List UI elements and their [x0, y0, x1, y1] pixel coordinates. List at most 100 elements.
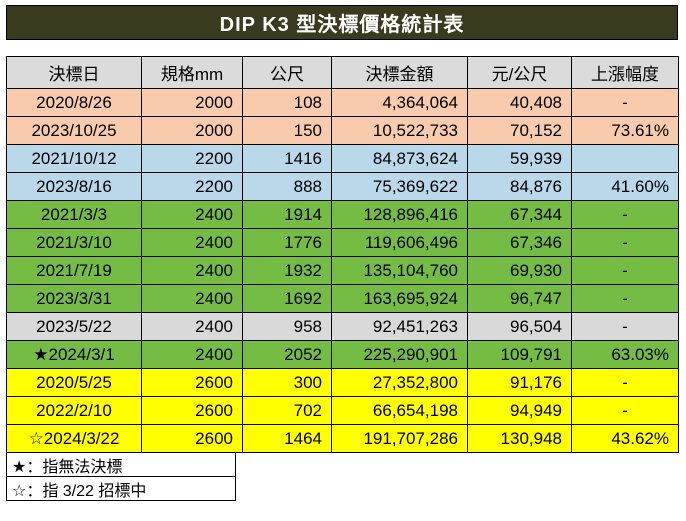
table-header: 決標日 規格mm 公尺 決標金額 元/公尺 上漲幅度 [6, 56, 679, 89]
footnotes: ★：指無法決標 ☆：指 3/22 招標中 [6, 453, 236, 501]
cell-amount: 4,364,064 [331, 88, 468, 117]
footnote-no-award: ★：指無法決標 [6, 453, 236, 477]
cell-unit_price: 70,152 [467, 116, 572, 145]
header-row: 決標日 規格mm 公尺 決標金額 元/公尺 上漲幅度 [6, 56, 679, 89]
col-header-price-per-m: 元/公尺 [467, 56, 572, 89]
table-row: 2021/3/10 2400 1776 119,606,496 67,346- [6, 228, 679, 257]
cell-increase: 41.60% [571, 172, 679, 201]
cell-unit_price: 130,948 [467, 424, 572, 453]
cell-amount: 84,873,624 [331, 144, 468, 173]
table-row: 2021/3/3 2400 1914 128,896,416 67,344- [6, 200, 679, 229]
col-header-spec-mm: 規格mm [141, 56, 243, 89]
cell-unit_price: 40,408 [467, 88, 572, 117]
bid-price-table: 決標日 規格mm 公尺 決標金額 元/公尺 上漲幅度 2020/8/26 2000… [6, 56, 679, 453]
cell-unit_price: 91,176 [467, 368, 572, 397]
cell-length: 702 [242, 396, 332, 425]
table-row: 2022/2/10 2600 702 66,654,198 94,949- [6, 396, 679, 425]
cell-increase: - [571, 200, 679, 229]
cell-length: 1464 [242, 424, 332, 453]
cell-increase: - [571, 284, 679, 313]
cell-date: ☆2024/3/22 [6, 424, 142, 453]
cell-spec: 2600 [141, 424, 243, 453]
cell-length: 1932 [242, 256, 332, 285]
cell-length: 2052 [242, 340, 332, 369]
cell-spec: 2400 [141, 200, 243, 229]
cell-date: 2023/10/25 [6, 116, 142, 145]
cell-date: 2021/3/10 [6, 228, 142, 257]
table-row: 2021/7/19 2400 1932 135,104,760 69,930- [6, 256, 679, 285]
cell-length: 300 [242, 368, 332, 397]
cell-amount: 135,104,760 [331, 256, 468, 285]
cell-date: 2021/3/3 [6, 200, 142, 229]
col-header-bid-date: 決標日 [6, 56, 142, 89]
cell-unit_price: 67,346 [467, 228, 572, 257]
cell-length: 1776 [242, 228, 332, 257]
cell-spec: 2600 [141, 396, 243, 425]
cell-date: 2021/10/12 [6, 144, 142, 173]
cell-increase: 43.62% [571, 424, 679, 453]
table-row: 2020/5/25 2600 300 27,352,800 91,176- [6, 368, 679, 397]
cell-unit_price: 96,747 [467, 284, 572, 313]
cell-increase [571, 144, 679, 173]
cell-amount: 66,654,198 [331, 396, 468, 425]
cell-spec: 2400 [141, 256, 243, 285]
cell-unit_price: 96,504 [467, 312, 572, 341]
cell-spec: 2400 [141, 312, 243, 341]
cell-unit_price: 69,930 [467, 256, 572, 285]
table-row: 2023/8/16 2200 888 75,369,622 84,876 41.60% [6, 172, 679, 201]
cell-length: 1914 [242, 200, 332, 229]
cell-date: 2022/2/10 [6, 396, 142, 425]
cell-unit_price: 84,876 [467, 172, 572, 201]
page-title: DIP K3 型決標價格統計表 [6, 5, 678, 40]
cell-spec: 2200 [141, 144, 243, 173]
cell-length: 108 [242, 88, 332, 117]
cell-date: 2020/5/25 [6, 368, 142, 397]
cell-spec: 2400 [141, 228, 243, 257]
cell-increase: - [571, 368, 679, 397]
cell-increase: - [571, 256, 679, 285]
page: DIP K3 型決標價格統計表 決標日 規格mm 公尺 決標金額 元/公尺 上漲… [6, 5, 682, 501]
spacer [6, 40, 682, 56]
cell-length: 150 [242, 116, 332, 145]
cell-unit_price: 67,344 [467, 200, 572, 229]
cell-increase: - [571, 228, 679, 257]
cell-date: 2020/8/26 [6, 88, 142, 117]
table-row: 2023/5/22 2400 958 92,451,263 96,504- [6, 312, 679, 341]
cell-amount: 119,606,496 [331, 228, 468, 257]
cell-increase: - [571, 396, 679, 425]
cell-amount: 191,707,286 [331, 424, 468, 453]
cell-unit_price: 59,939 [467, 144, 572, 173]
cell-amount: 10,522,733 [331, 116, 468, 145]
col-header-meters: 公尺 [242, 56, 332, 89]
cell-spec: 2000 [141, 116, 243, 145]
table-row: 2023/10/25 2000 150 10,522,733 70,152 73.61% [6, 116, 679, 145]
cell-spec: 2400 [141, 340, 243, 369]
cell-date: 2021/7/19 [6, 256, 142, 285]
cell-unit_price: 109,791 [467, 340, 572, 369]
col-header-increase: 上漲幅度 [571, 56, 679, 89]
cell-spec: 2600 [141, 368, 243, 397]
cell-amount: 92,451,263 [331, 312, 468, 341]
cell-amount: 163,695,924 [331, 284, 468, 313]
cell-increase: 63.03% [571, 340, 679, 369]
table-row: 2023/3/31 2400 1692 163,695,924 96,747- [6, 284, 679, 313]
cell-length: 1692 [242, 284, 332, 313]
table-row: ☆2024/3/22 2600 1464 191,707,286 130,948 43.6… [6, 424, 679, 453]
cell-unit_price: 94,949 [467, 396, 572, 425]
cell-spec: 2000 [141, 88, 243, 117]
cell-amount: 225,290,901 [331, 340, 468, 369]
table-row: 2021/10/12 2200 1416 84,873,624 59,939 [6, 144, 679, 173]
cell-amount: 128,896,416 [331, 200, 468, 229]
cell-date: ★2024/3/1 [6, 340, 142, 369]
cell-date: 2023/8/16 [6, 172, 142, 201]
table-row: 2020/8/26 2000 108 4,364,064 40,408- [6, 88, 679, 117]
cell-increase: 73.61% [571, 116, 679, 145]
cell-length: 888 [242, 172, 332, 201]
cell-increase: - [571, 88, 679, 117]
cell-increase: - [571, 312, 679, 341]
cell-date: 2023/5/22 [6, 312, 142, 341]
cell-length: 958 [242, 312, 332, 341]
cell-amount: 27,352,800 [331, 368, 468, 397]
cell-amount: 75,369,622 [331, 172, 468, 201]
table-row: ★2024/3/1 2400 2052 225,290,901 109,791 63.03… [6, 340, 679, 369]
